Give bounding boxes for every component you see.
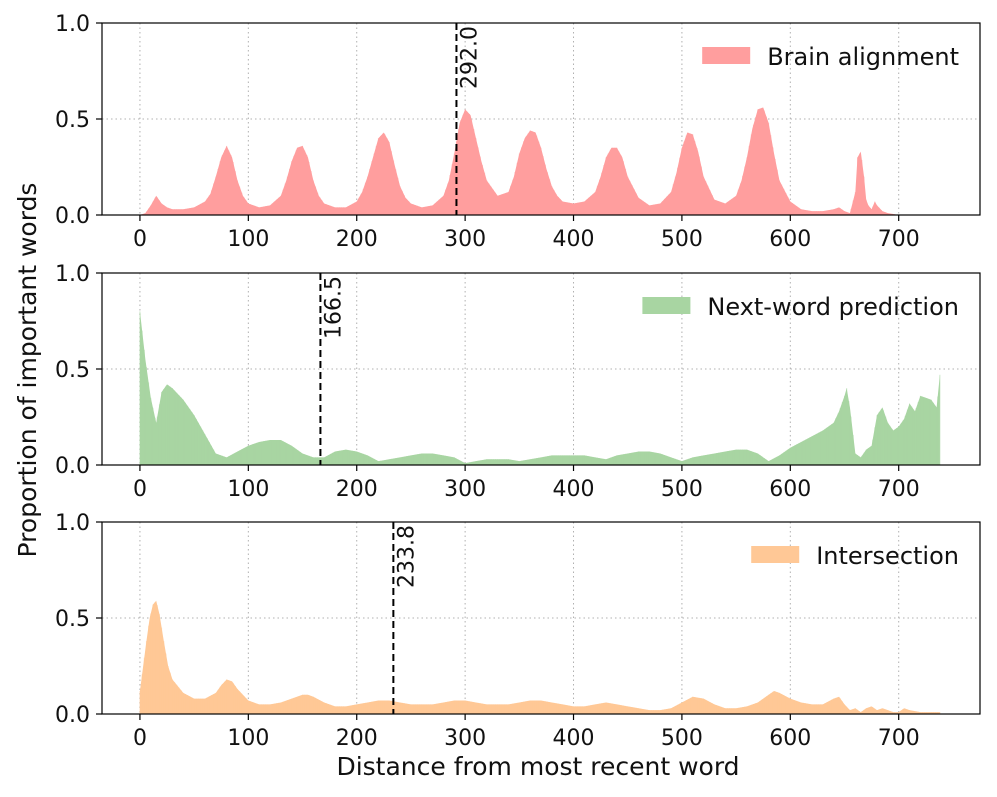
x-tick-label: 700 (878, 726, 920, 751)
x-tick-label: 0 (133, 477, 147, 502)
y-tick-label: 1.0 (55, 262, 90, 287)
y-axis-label: Proportion of important words (13, 183, 42, 558)
legend-swatch (702, 47, 751, 64)
legend-label: Brain alignment (767, 43, 959, 71)
x-tick-label: 100 (227, 726, 269, 751)
x-tick-label: 200 (336, 477, 378, 502)
x-tick-label: 500 (661, 726, 703, 751)
panel-3: 0 100 200 300 400 500 600 700 0.0 0.5 1.0 233.8 Inte… (55, 511, 981, 751)
x-tick-label: 700 (878, 227, 920, 252)
x-tick-label: 500 (661, 477, 703, 502)
area-series (139, 311, 940, 465)
x-tick-label: 100 (227, 477, 269, 502)
x-tick-label: 700 (878, 477, 920, 502)
y-tick-label: 0.5 (55, 108, 90, 133)
bar-texture (139, 311, 941, 465)
x-tick-label: 400 (553, 477, 595, 502)
bar-texture (139, 602, 941, 714)
x-tick-label: 200 (336, 227, 378, 252)
x-tick-label: 300 (444, 726, 486, 751)
legend-swatch (751, 546, 800, 563)
mean-distance-label: 233.8 (394, 525, 419, 588)
panel-2: 0 100 200 300 400 500 600 700 0.0 0.5 1.0 166.5 Next… (55, 262, 981, 502)
legend-swatch (642, 297, 691, 314)
y-tick-label: 1.0 (55, 12, 90, 37)
x-tick-label: 400 (553, 227, 595, 252)
x-tick-label: 600 (769, 477, 811, 502)
x-tick-label: 200 (336, 726, 378, 751)
x-tick-label: 0 (133, 726, 147, 751)
y-tick-label: 0.0 (55, 703, 90, 728)
x-tick-label: 0 (133, 227, 147, 252)
mean-distance-label: 292.0 (457, 26, 482, 89)
legend-label: Intersection (816, 542, 959, 570)
x-tick-label: 600 (769, 726, 811, 751)
y-tick-label: 0.0 (55, 204, 90, 229)
bar-texture (141, 107, 898, 215)
mean-distance-label: 166.5 (321, 276, 346, 339)
x-tick-label: 300 (444, 477, 486, 502)
x-tick-label: 500 (661, 227, 703, 252)
panels: 0 100 200 300 400 500 600 700 0.0 0.5 1.0 292.0 Brai… (55, 12, 981, 751)
legend: Brain alignment (702, 43, 959, 71)
x-tick-label: 300 (444, 227, 486, 252)
legend-label: Next-word prediction (707, 293, 959, 321)
x-tick-label: 400 (553, 726, 595, 751)
legend: Intersection (751, 542, 959, 570)
y-tick-label: 1.0 (55, 511, 90, 536)
y-tick-label: 0.5 (55, 358, 90, 383)
y-tick-label: 0.0 (55, 454, 90, 479)
x-axis-label: Distance from most recent word (336, 752, 739, 781)
panel-1: 0 100 200 300 400 500 600 700 0.0 0.5 1.0 292.0 Brai… (55, 12, 981, 252)
y-tick-label: 0.5 (55, 607, 90, 632)
x-tick-label: 600 (769, 227, 811, 252)
x-tick-label: 100 (227, 227, 269, 252)
legend: Next-word prediction (642, 293, 959, 321)
